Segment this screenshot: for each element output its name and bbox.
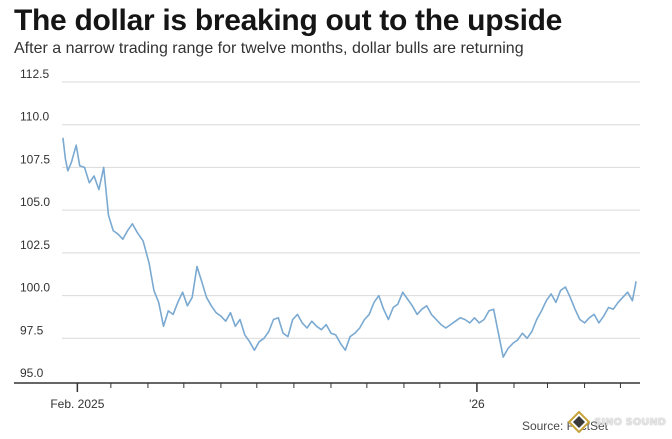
y-tick-label: 110.0 (20, 110, 49, 124)
watermark: SINO SOUND (568, 411, 666, 433)
y-tick-label: 97.5 (20, 323, 44, 337)
chart-subtitle: After a narrow trading range for twelve … (14, 40, 524, 57)
y-tick-label: 95.0 (20, 366, 44, 380)
gridlines (62, 81, 640, 339)
y-tick-label: 107.5 (20, 152, 50, 166)
watermark-text: SINO SOUND (594, 416, 666, 428)
x-tick-label: '26 (469, 397, 485, 411)
dollar-index-line (62, 137, 637, 358)
x-tick-label: Feb. 2025 (50, 397, 104, 411)
y-tick-label: 102.5 (20, 238, 50, 252)
chart-title: The dollar is breaking out to the upside (14, 4, 563, 37)
y-tick-label: 105.0 (20, 195, 50, 209)
series-layer (62, 137, 637, 358)
x-axis: Feb. 2025 '26 (14, 382, 640, 411)
sino-sound-logo-icon (568, 411, 591, 433)
y-tick-label: 112.5 (20, 67, 49, 81)
y-axis-labels: 95.0 97.5 100.0 102.5 105.0 107.5 110.0 112.5 (20, 67, 50, 380)
y-tick-label: 100.0 (20, 281, 50, 295)
